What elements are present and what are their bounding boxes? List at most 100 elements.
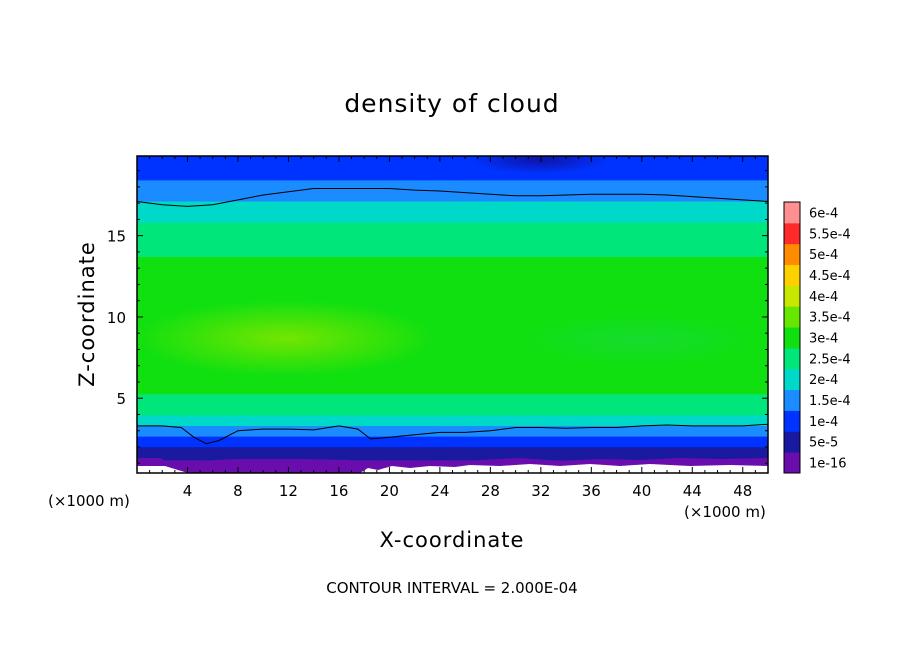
density-band xyxy=(137,192,768,197)
colorbar-swatch xyxy=(784,347,800,370)
density-band xyxy=(137,446,768,450)
density-band xyxy=(137,420,768,424)
density-band xyxy=(137,362,768,366)
x-axis-ticks: 4 8 12 16 20 24 28 32 36 40 44 48 xyxy=(149,156,756,500)
density-band xyxy=(137,296,768,300)
density-band xyxy=(137,219,768,223)
x-tick-label: 28 xyxy=(481,482,500,500)
contour-interval-note: CONTOUR INTERVAL = 2.000E-04 xyxy=(326,579,577,597)
density-band xyxy=(137,171,768,176)
density-band xyxy=(137,298,768,302)
density-band xyxy=(137,277,768,281)
density-band xyxy=(137,200,768,205)
density-band xyxy=(137,388,768,392)
density-band xyxy=(137,169,768,173)
density-band xyxy=(137,293,768,297)
density-band xyxy=(137,338,768,342)
density-band xyxy=(137,380,768,384)
contour-line xyxy=(137,188,768,207)
density-band xyxy=(137,243,768,247)
density-band xyxy=(137,227,768,231)
x-tick-label: 44 xyxy=(683,482,702,500)
colorbar-swatch xyxy=(784,368,800,391)
colorbar-swatch xyxy=(784,243,800,266)
density-band xyxy=(137,325,768,329)
density-band xyxy=(137,303,768,308)
surface-white-gaps xyxy=(137,464,768,473)
density-band xyxy=(137,375,768,379)
density-band xyxy=(137,441,768,445)
colorbar-label: 2e-4 xyxy=(809,373,838,388)
density-band xyxy=(137,367,768,371)
density-band xyxy=(137,282,768,287)
density-band xyxy=(137,443,768,448)
density-core-right xyxy=(520,314,760,366)
colorbar-label: 1.5e-4 xyxy=(809,394,851,409)
density-band xyxy=(137,356,768,361)
density-band xyxy=(137,422,768,427)
upper-low-density-region xyxy=(470,156,610,174)
density-core-left xyxy=(137,300,435,376)
density-band xyxy=(137,340,768,345)
density-band xyxy=(137,330,768,334)
density-band xyxy=(137,251,768,255)
density-band xyxy=(137,428,768,432)
density-band xyxy=(137,383,768,387)
density-band xyxy=(137,240,768,244)
colorbar-swatch xyxy=(784,452,800,474)
x-tick-label: 32 xyxy=(531,482,550,500)
y-tick-label: 10 xyxy=(107,309,126,327)
colorbar-swatch xyxy=(784,327,800,349)
density-band xyxy=(137,438,768,442)
x-tick-label: 48 xyxy=(733,482,752,500)
x-tick-label: 24 xyxy=(430,482,449,500)
density-band xyxy=(137,272,768,276)
density-band xyxy=(137,372,768,376)
density-band xyxy=(137,235,768,239)
density-band xyxy=(137,261,768,265)
density-band xyxy=(137,245,768,250)
density-band xyxy=(137,335,768,339)
colorbar-label: 1e-4 xyxy=(809,415,838,430)
density-band xyxy=(137,454,768,458)
density-band xyxy=(137,288,768,292)
y-tick-label: 5 xyxy=(116,390,126,408)
density-band xyxy=(137,354,768,358)
density-band xyxy=(137,182,768,186)
density-band xyxy=(137,332,768,337)
density-band xyxy=(137,309,768,313)
density-band xyxy=(137,343,768,347)
x-tick-label: 12 xyxy=(279,482,298,500)
density-band xyxy=(137,301,768,305)
density-band xyxy=(137,187,768,191)
density-band xyxy=(137,314,768,318)
density-band xyxy=(137,369,768,374)
density-band xyxy=(137,364,768,368)
colorbar: 1e-16 5e-5 1e-4 1.5e-4 2e-4 2.5e-4 3e-4 3.5e-4 4… xyxy=(783,201,851,474)
density-band xyxy=(137,222,768,226)
density-band xyxy=(137,391,768,395)
x-axis-unit-left: (×1000 m) xyxy=(48,492,130,510)
colorbar-swatch xyxy=(784,410,800,432)
density-band xyxy=(137,269,768,273)
density-band xyxy=(137,174,768,178)
density-band xyxy=(137,346,768,350)
density-band xyxy=(137,253,768,257)
colorbar-label: 1e-16 xyxy=(809,457,847,472)
density-band xyxy=(137,274,768,279)
density-band xyxy=(137,208,768,213)
x-tick-label: 16 xyxy=(329,482,348,500)
density-band xyxy=(137,185,768,189)
density-band xyxy=(137,322,768,326)
density-band xyxy=(137,259,768,263)
colorbar-swatch xyxy=(784,264,800,286)
colorbar-swatch xyxy=(784,285,800,307)
density-band xyxy=(137,256,768,260)
density-band xyxy=(137,290,768,294)
density-band xyxy=(137,216,768,220)
density-band xyxy=(137,401,768,405)
colorbar-label: 4.5e-4 xyxy=(809,269,851,284)
colorbar-label: 4e-4 xyxy=(809,290,838,305)
density-band xyxy=(137,406,768,411)
density-band xyxy=(137,412,768,416)
